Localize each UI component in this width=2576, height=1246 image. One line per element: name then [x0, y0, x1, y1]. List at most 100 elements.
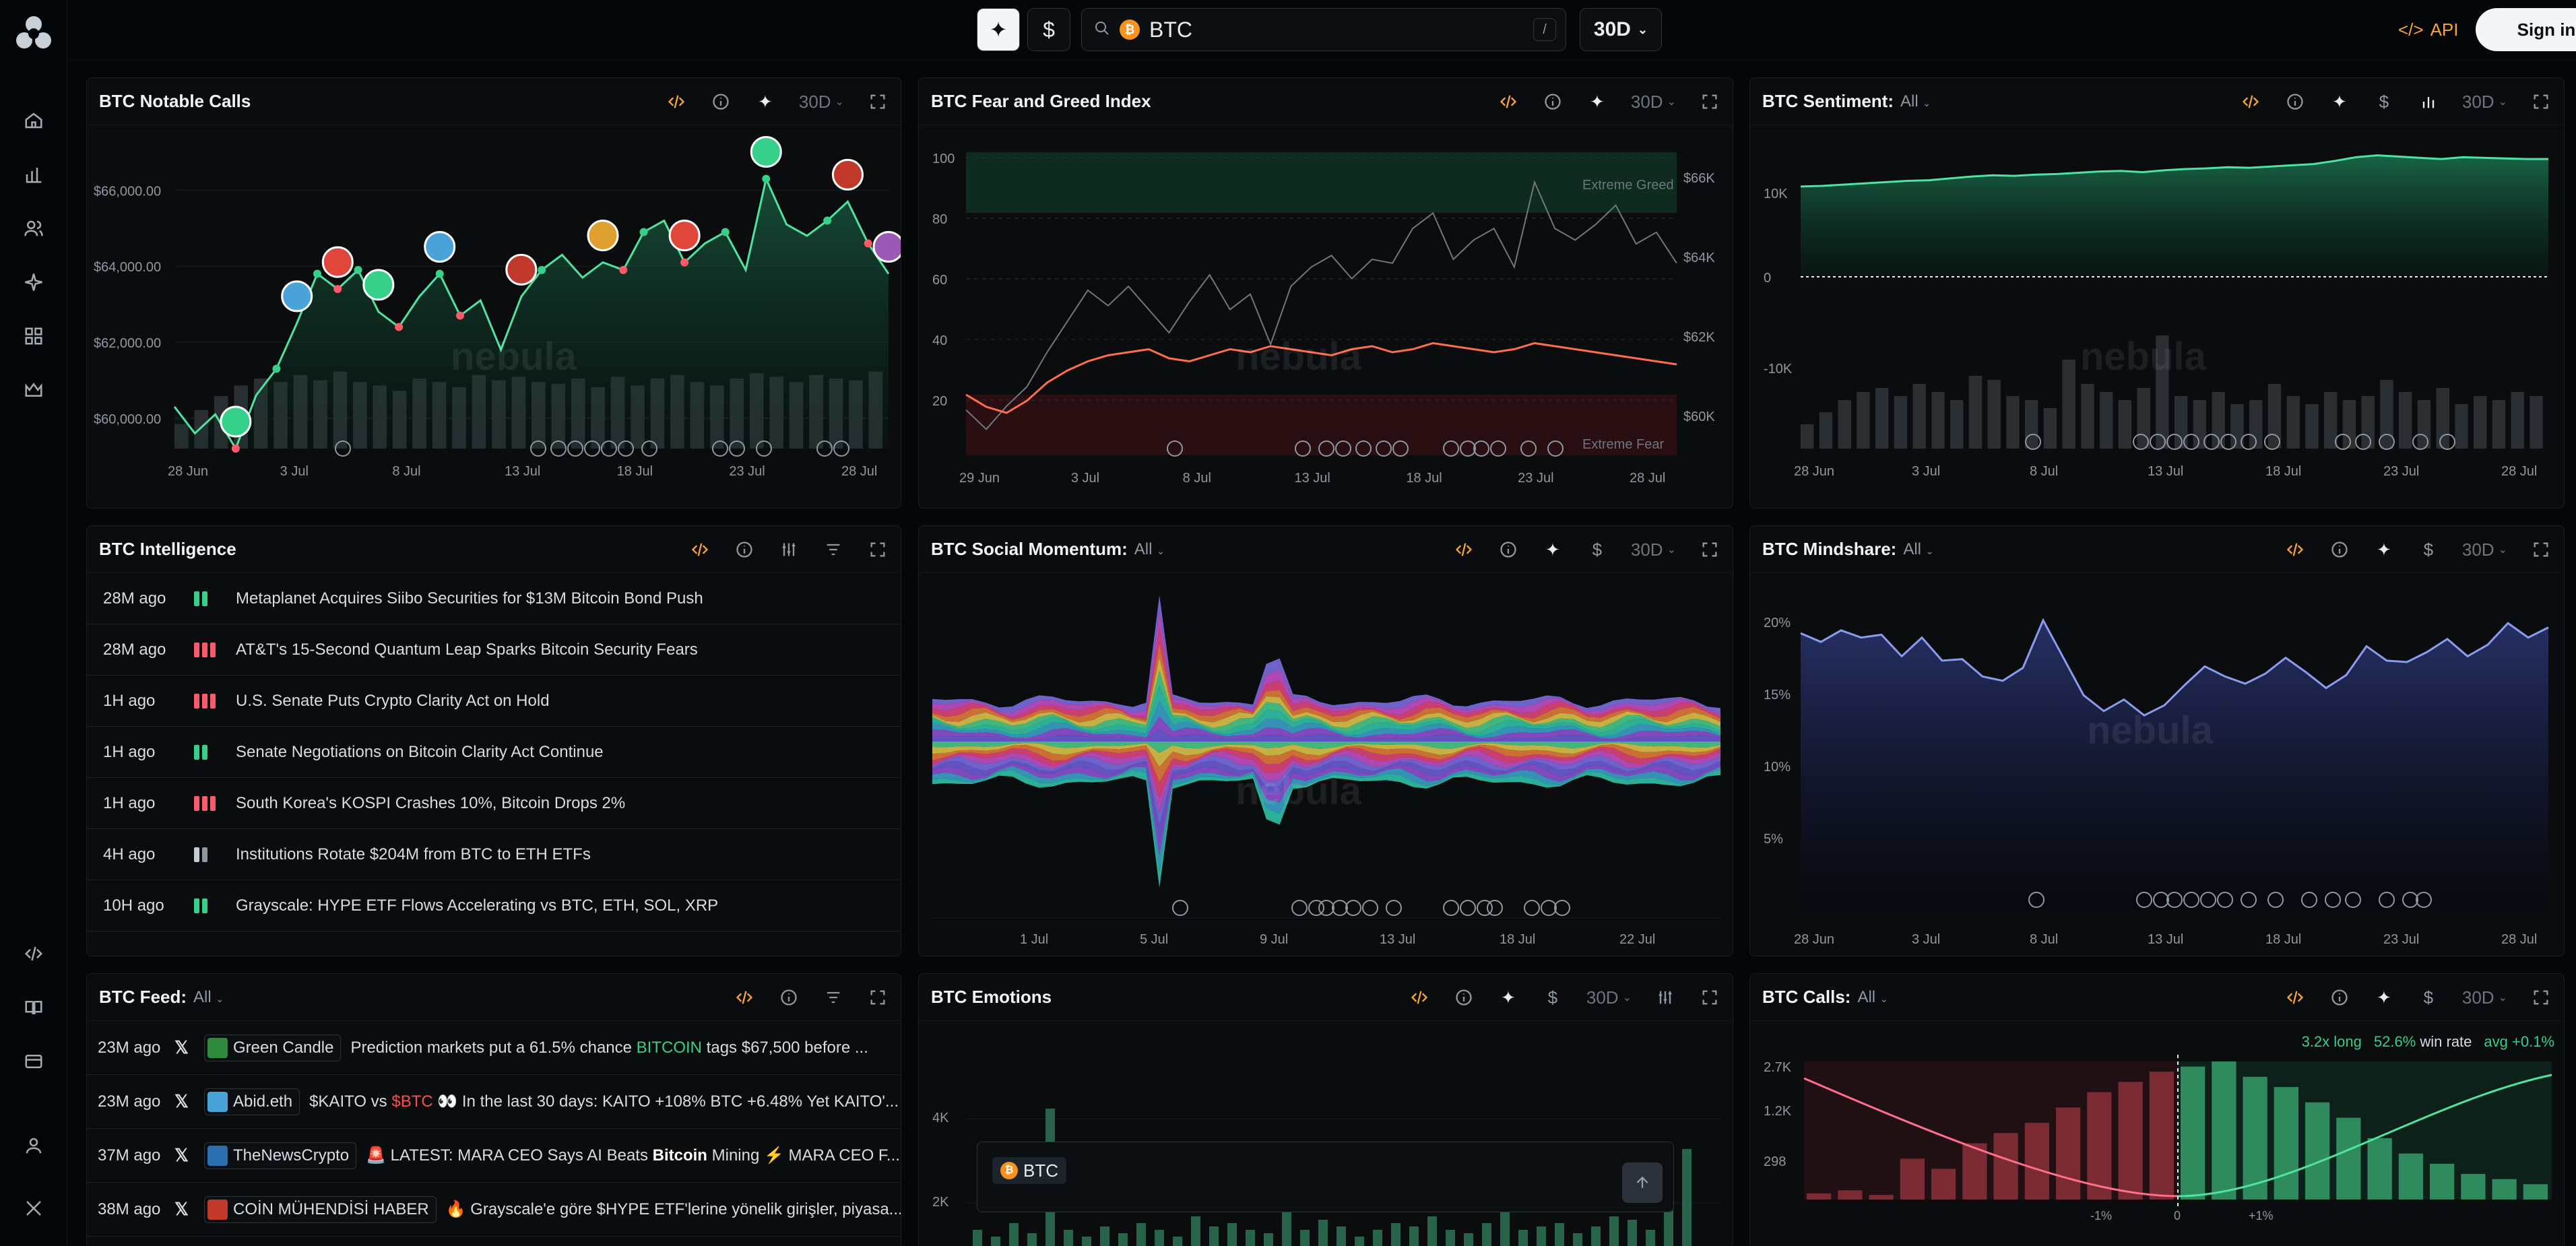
filter-select[interactable]: All ⌄ — [1900, 92, 1931, 111]
dollar-icon[interactable]: $ — [1547, 987, 1558, 1008]
info-icon[interactable] — [710, 91, 732, 112]
expand-icon[interactable] — [867, 539, 889, 560]
intelligence-row[interactable]: 28M ago AT&T's 15-Second Quantum Leap Spa… — [87, 624, 901, 676]
crown-icon[interactable] — [18, 374, 50, 406]
x-tick-label: 29 Jun — [959, 471, 1000, 486]
signin-button[interactable]: Sign in — [2476, 8, 2576, 51]
embed-code-icon[interactable] — [734, 987, 755, 1008]
ai-mode-button[interactable]: ✦ — [977, 8, 1020, 51]
feed-row[interactable]: 23M ago 𝕏 Green Candle Prediction markets p… — [87, 1021, 901, 1075]
embed-code-icon[interactable] — [1498, 91, 1519, 112]
embed-code-icon[interactable] — [2240, 91, 2261, 112]
sparkle-icon[interactable]: ✦ — [2331, 91, 2347, 112]
intelligence-row[interactable]: 10H ago Grayscale: HYPE ETF Flows Acceler… — [87, 880, 901, 931]
feed-row[interactable]: 37M ago 𝕏 TheNewsCrypto 🚨 LATEST: MARA CEO … — [87, 1129, 901, 1183]
sparkle-icon[interactable]: ✦ — [2376, 987, 2391, 1008]
embed-code-icon[interactable] — [1453, 539, 1475, 560]
info-icon[interactable] — [2284, 91, 2306, 112]
intelligence-row[interactable]: 1H ago South Korea's KOSPI Crashes 10%, B… — [87, 778, 901, 829]
x-social-icon[interactable] — [18, 1192, 50, 1224]
intelligence-row[interactable]: 28M ago Metaplanet Acquires Siibo Securit… — [87, 573, 901, 624]
send-button[interactable] — [1622, 1162, 1663, 1203]
app-logo-icon[interactable] — [9, 9, 58, 58]
author-chip[interactable]: Abid.eth — [204, 1088, 300, 1115]
expand-icon[interactable] — [2530, 539, 2552, 560]
expand-icon[interactable] — [1699, 91, 1720, 112]
expand-icon[interactable] — [1699, 539, 1720, 560]
info-icon[interactable] — [1453, 987, 1475, 1008]
event-marker — [712, 440, 728, 457]
info-icon[interactable] — [2329, 987, 2350, 1008]
filter-icon[interactable] — [823, 987, 844, 1008]
dashboard-icon[interactable] — [18, 320, 50, 352]
filter-select[interactable]: All ⌄ — [1134, 540, 1165, 559]
info-icon[interactable] — [1542, 91, 1564, 112]
embed-code-icon[interactable] — [689, 539, 711, 560]
sliders-icon[interactable] — [778, 539, 800, 560]
filter-select[interactable]: All ⌄ — [193, 988, 224, 1007]
sparkle-icon[interactable]: ✦ — [1589, 91, 1605, 112]
sliders-icon[interactable] — [1654, 987, 1676, 1008]
event-marker — [833, 440, 849, 457]
range-select[interactable]: 30D ⌄ — [1580, 8, 1662, 51]
expand-icon[interactable] — [2530, 987, 2552, 1008]
filter-select[interactable]: All ⌄ — [1903, 540, 1933, 559]
panel-range-select[interactable]: 30D ⌄ — [799, 92, 844, 112]
intelligence-row[interactable]: 1H ago Senate Negotiations on Bitcoin Cla… — [87, 727, 901, 778]
search-input[interactable]: ₿ BTC / — [1081, 8, 1566, 51]
chat-input[interactable]: ₿ BTC — [977, 1142, 1674, 1212]
expand-icon[interactable] — [1699, 987, 1720, 1008]
api-link[interactable]: </> API — [2398, 12, 2459, 47]
expand-icon[interactable] — [867, 987, 889, 1008]
event-marker — [1443, 440, 1459, 457]
bar-chart-icon[interactable] — [2418, 91, 2439, 112]
code-icon[interactable] — [18, 938, 50, 970]
sparkle-icon[interactable]: ✦ — [1500, 987, 1516, 1008]
users-icon[interactable] — [18, 212, 50, 244]
dollar-icon[interactable]: $ — [2379, 91, 2389, 112]
profile-icon[interactable] — [18, 1129, 50, 1162]
author-chip[interactable]: COİN MÜHENDİSİ HABER — [204, 1195, 437, 1223]
sparkle-icon[interactable]: ✦ — [757, 91, 773, 112]
panel-range-select[interactable]: 30D ⌄ — [2462, 539, 2507, 560]
home-icon[interactable] — [18, 104, 50, 137]
asset-chip[interactable]: ₿ BTC — [992, 1157, 1066, 1184]
feed-row[interactable]: 38M ago 𝕏 COİN MÜHENDİSİ HABER 🔥 Grayscale'… — [87, 1183, 901, 1237]
embed-code-icon[interactable] — [1409, 987, 1430, 1008]
panel-range-select[interactable]: 30D ⌄ — [2462, 987, 2507, 1008]
intelligence-row[interactable]: 4H ago Institutions Rotate $204M from BTC… — [87, 829, 901, 880]
expand-icon[interactable] — [867, 91, 889, 112]
sparkle-icon[interactable]: ✦ — [1545, 539, 1560, 560]
info-icon[interactable] — [1498, 539, 1519, 560]
dollar-icon[interactable]: $ — [2423, 539, 2434, 560]
info-icon[interactable] — [778, 987, 800, 1008]
dollar-icon[interactable]: $ — [2423, 987, 2434, 1008]
info-icon[interactable] — [734, 539, 755, 560]
filter-icon[interactable] — [823, 539, 844, 560]
embed-code-icon[interactable] — [2284, 539, 2306, 560]
panel-range-select[interactable]: 30D ⌄ — [1631, 92, 1676, 112]
dollar-icon[interactable]: $ — [1592, 539, 1603, 560]
panel-range-select[interactable]: 30D ⌄ — [2462, 92, 2507, 112]
panel-range-select[interactable]: 30D ⌄ — [1586, 987, 1632, 1008]
filter-select[interactable]: All ⌄ — [1857, 988, 1888, 1007]
row-time: 4H ago — [103, 845, 156, 863]
author-chip[interactable]: Green Candle — [204, 1034, 342, 1061]
book-icon[interactable] — [18, 991, 50, 1024]
embed-code-icon[interactable] — [2284, 987, 2306, 1008]
price-mode-button[interactable]: $ — [1027, 8, 1070, 51]
sparkle-icon[interactable] — [18, 266, 50, 298]
card-icon[interactable] — [18, 1045, 50, 1078]
panel-range-select[interactable]: 30D ⌄ — [1631, 539, 1676, 560]
volume-bar — [2006, 396, 2020, 449]
author-chip[interactable]: TheNewsCrypto — [204, 1142, 357, 1169]
intelligence-row[interactable]: 1H ago U.S. Senate Puts Crypto Clarity Ac… — [87, 676, 901, 727]
chart-bars-icon[interactable] — [18, 158, 50, 191]
expand-icon[interactable] — [2530, 91, 2552, 112]
sparkle-icon[interactable]: ✦ — [2376, 539, 2391, 560]
call-marker — [272, 364, 281, 373]
feed-row[interactable]: 23M ago 𝕏 Abid.eth $KAITO vs $BTC 👀 In the … — [87, 1075, 901, 1129]
embed-code-icon[interactable] — [666, 91, 687, 112]
info-icon[interactable] — [2329, 539, 2350, 560]
event-marker — [2416, 892, 2432, 908]
